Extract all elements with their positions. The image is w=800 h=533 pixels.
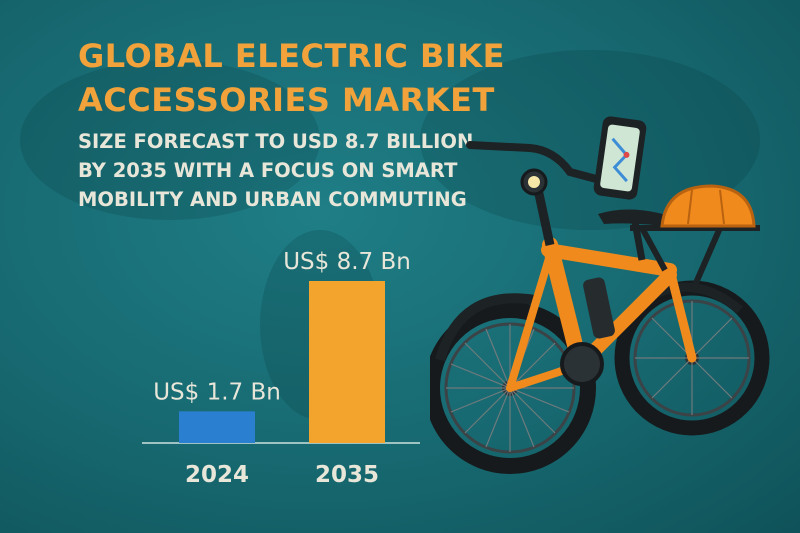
x-tick-label-2024: 2024 (185, 462, 249, 488)
subtitle-line-2: BY 2035 WITH A FOCUS ON SMART (78, 159, 458, 182)
world-map-shape (20, 60, 320, 220)
handlebar (466, 141, 604, 184)
title-line-1: GLOBAL ELECTRIC BIKE (78, 37, 505, 75)
x-tick-label-2035: 2035 (315, 462, 379, 488)
bar-2024 (179, 411, 255, 443)
page-subtitle: SIZE FORECAST TO USD 8.7 BILLION BY 2035… (78, 127, 498, 214)
subtitle-line-1: SIZE FORECAST TO USD 8.7 BILLION (78, 130, 474, 153)
page-title: GLOBAL ELECTRIC BIKE ACCESSORIES MARKET (78, 34, 505, 122)
rear-fender (435, 293, 536, 362)
seat (598, 209, 670, 226)
rear-rack (630, 225, 760, 294)
electric-bike-illustration (430, 116, 770, 474)
bar-2035 (309, 281, 385, 443)
title-line-2: ACCESSORIES MARKET (78, 81, 495, 119)
motor-hub (560, 342, 604, 386)
smartphone-mount (593, 116, 647, 200)
data-label-2035: US$ 8.7 Bn (283, 249, 411, 275)
subtitle-line-3: MOBILITY AND URBAN COMMUTING (78, 188, 467, 211)
helmet (660, 184, 756, 228)
data-label-2024: US$ 1.7 Bn (153, 379, 281, 405)
battery (583, 277, 615, 339)
bar-chart: US$ 1.7 Bn 2024 US$ 8.7 Bn 2035 (142, 249, 420, 488)
